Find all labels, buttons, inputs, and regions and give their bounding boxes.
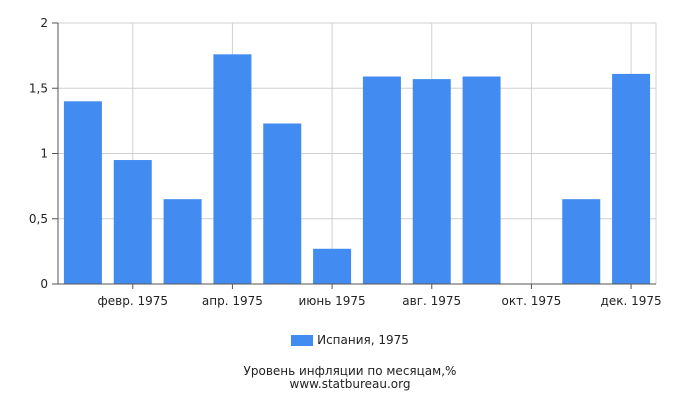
x-tick-label: июнь 1975 [298,294,365,308]
y-tick-label: 0,5 [29,212,48,226]
bar-1 [63,101,102,284]
y-tick-label: 2 [40,16,48,30]
source-url: www.statbureau.org [289,377,411,391]
chart-caption: Уровень инфляции по месяцам,% [243,364,457,378]
x-tick-label: окт. 1975 [502,294,562,308]
legend-swatch [291,334,314,346]
bar-4 [213,54,252,284]
x-tick-label: авг. 1975 [402,294,461,308]
bar-5 [263,123,302,284]
bar-11 [562,199,601,284]
bar-8 [412,79,451,285]
y-tick-label: 0 [40,277,48,291]
x-tick-label: апр. 1975 [202,294,263,308]
y-tick-label: 1 [40,147,48,161]
bar-2 [113,160,152,284]
x-tick-label: дек. 1975 [601,294,662,308]
chart-legend: Испания, 1975 [0,333,700,347]
bar-3 [163,199,202,284]
bar-6 [313,248,352,284]
bar-12 [612,73,651,285]
bar-7 [362,76,401,284]
legend-label: Испания, 1975 [317,333,409,347]
y-tick-label: 1,5 [29,81,48,95]
bar-9 [462,76,501,284]
x-tick-label: февр. 1975 [98,294,169,308]
